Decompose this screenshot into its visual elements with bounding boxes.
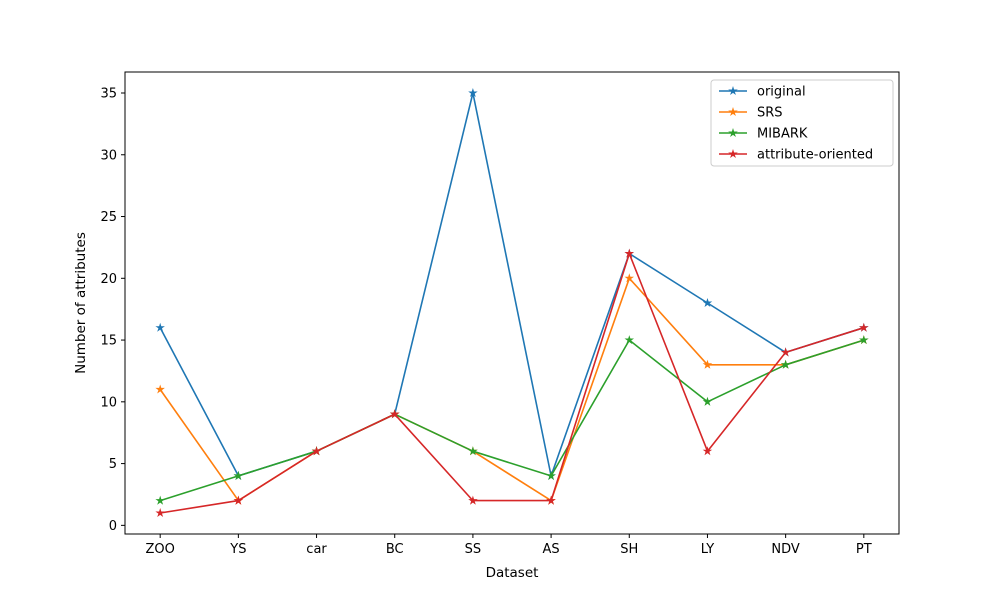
data-point-marker (311, 446, 322, 456)
series-MIBARK (155, 335, 869, 505)
data-point-marker (702, 359, 713, 369)
legend-label: SRS (757, 106, 783, 121)
data-point-marker (155, 508, 165, 517)
x-tick-label: YS (229, 542, 246, 557)
y-axis: 0 5 10 15 20 25 30 35 (100, 87, 125, 534)
data-point-marker (702, 396, 713, 406)
y-tick-label: 30 (100, 148, 117, 163)
data-point-marker (233, 495, 244, 505)
y-tick-label: 0 (109, 519, 117, 534)
x-tick-label: SH (620, 542, 638, 557)
series-attribute-oriented (155, 248, 869, 517)
data-point-marker (155, 384, 165, 394)
x-tick-label: NDV (771, 542, 800, 557)
legend-label: attribute-oriented (757, 148, 873, 163)
data-point-marker (390, 409, 400, 419)
legend: original SRS MIBARK attribute-oriented (710, 79, 894, 167)
series-line (160, 252, 865, 514)
data-point-marker (155, 322, 165, 332)
data-point-marker (624, 335, 634, 345)
data-point-marker (233, 470, 244, 480)
x-tick-label: SS (465, 542, 482, 557)
legend-label: MIBARK (757, 127, 808, 142)
data-point-marker (468, 88, 478, 97)
axes-spines (124, 71, 900, 535)
y-tick-label: 20 (100, 272, 117, 287)
y-tick-label: 35 (100, 87, 117, 102)
data-point-marker (702, 446, 713, 456)
x-tick-label: AS (543, 542, 560, 557)
y-tick-label: 5 (109, 457, 117, 472)
data-point-marker (155, 495, 165, 505)
data-point-marker (624, 248, 634, 258)
data-point-marker (859, 335, 869, 345)
legend-label: original (757, 85, 806, 100)
data-point-marker (468, 446, 478, 456)
data-point-marker (780, 347, 791, 357)
data-point-marker (624, 273, 634, 283)
series-line (159, 339, 865, 502)
data-point-marker (859, 322, 869, 332)
legend-box (710, 79, 894, 167)
y-tick-label: 15 (100, 334, 117, 349)
x-axis-label: Dataset (486, 565, 539, 581)
y-axis-label: Number of attributes (73, 232, 89, 374)
y-tick-label: 25 (100, 210, 117, 225)
legend-marker (728, 86, 738, 95)
x-tick-label: ZOO (145, 542, 174, 557)
data-point-marker (468, 495, 478, 505)
legend-marker (728, 149, 738, 158)
x-tick-label: PT (856, 542, 872, 557)
x-tick-label: BC (386, 542, 404, 557)
x-tick-label: car (306, 542, 327, 557)
x-axis: ZOO YS car BC SS AS SH LY NDV PT (145, 534, 872, 557)
legend-marker (728, 128, 738, 137)
x-tick-label: LY (701, 542, 715, 557)
legend-marker (728, 107, 738, 116)
data-point-marker (546, 470, 556, 480)
y-tick-label: 10 (100, 395, 117, 410)
data-point-marker (780, 359, 791, 369)
data-point-marker (546, 495, 556, 505)
data-point-marker (702, 298, 713, 307)
